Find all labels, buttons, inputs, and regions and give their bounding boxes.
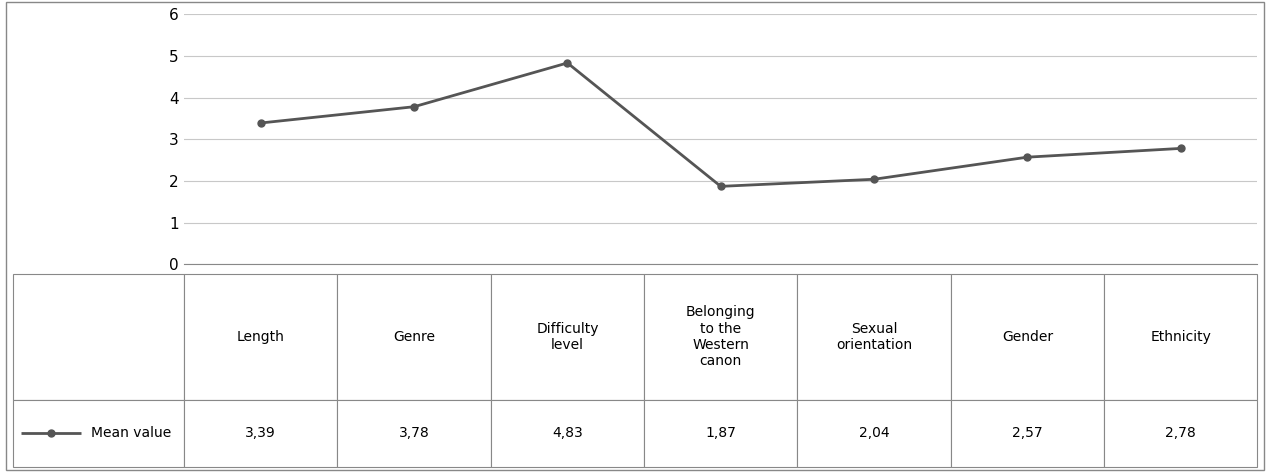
Text: Mean value: Mean value [91,426,171,440]
